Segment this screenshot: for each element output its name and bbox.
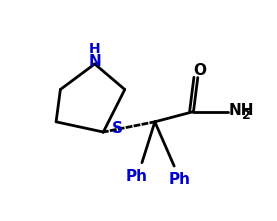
Text: Ph: Ph <box>168 172 191 187</box>
Text: O: O <box>193 63 206 78</box>
Text: Ph: Ph <box>125 169 148 184</box>
Text: S: S <box>112 121 123 136</box>
Text: N: N <box>88 54 101 69</box>
Text: 2: 2 <box>242 109 250 122</box>
Text: H: H <box>89 42 101 57</box>
Text: NH: NH <box>229 103 254 118</box>
